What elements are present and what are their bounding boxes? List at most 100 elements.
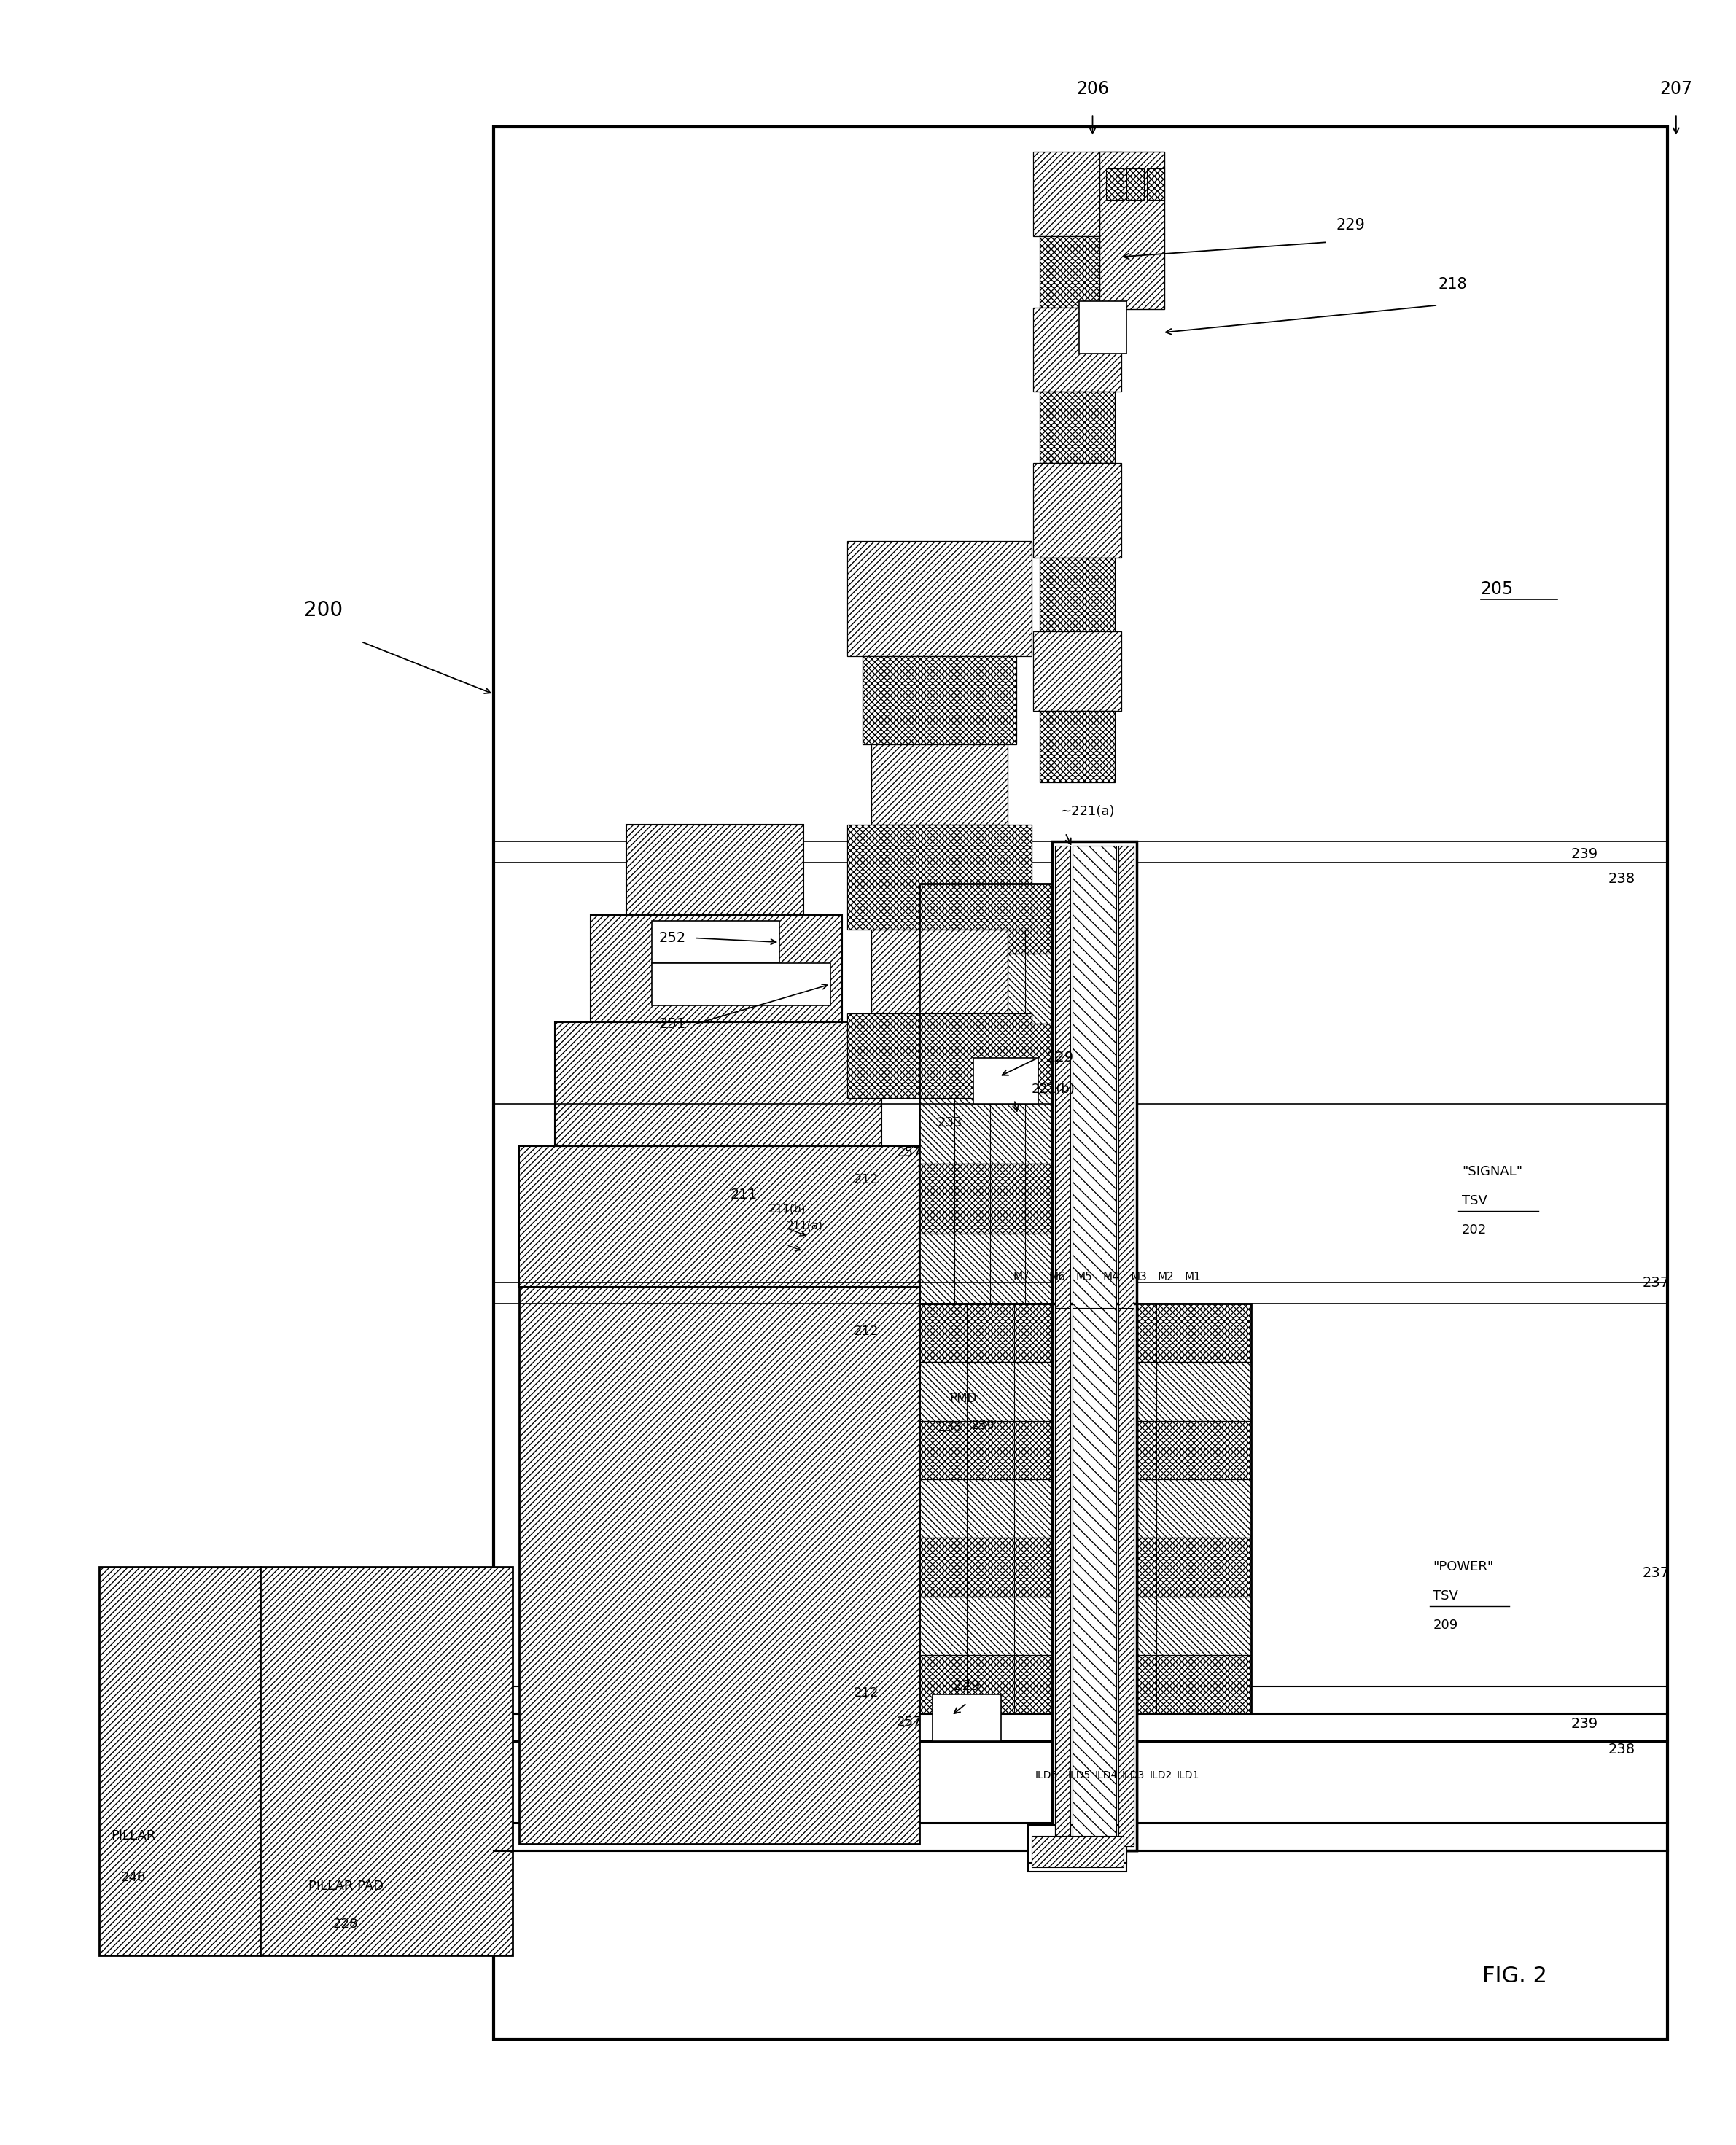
Text: 205: 205 [1481,581,1514,598]
Bar [974,1057,1038,1105]
Bar [871,744,1007,824]
Bar [493,127,1668,2040]
Bar [863,656,1016,744]
Bar [918,884,1132,1304]
Bar [653,920,779,963]
Bar [918,952,1132,1023]
Bar [1040,710,1115,783]
Text: ILD6: ILD6 [1035,1770,1057,1780]
Bar [1118,845,1134,1847]
Text: 212: 212 [854,1173,878,1186]
Text: M5: M5 [1076,1272,1092,1283]
Text: ILD4: ILD4 [1095,1770,1118,1780]
Bar [1127,169,1144,199]
Text: ~221(a): ~221(a) [1061,804,1115,819]
Bar [918,1163,1132,1233]
Bar [847,541,1031,656]
Text: TSV: TSV [1462,1195,1488,1208]
Text: 239: 239 [972,1420,995,1433]
Bar [918,1420,1252,1480]
Bar [1099,152,1165,309]
Bar [556,1021,882,1145]
Bar [1118,1308,1134,1847]
Text: 257: 257 [896,1716,922,1729]
Text: 211(a): 211(a) [786,1221,823,1231]
Text: 207: 207 [1660,79,1693,97]
Text: M6: M6 [1049,1272,1066,1283]
Text: ILD3: ILD3 [1121,1770,1144,1780]
Text: 209: 209 [1432,1619,1458,1632]
Text: PILLAR: PILLAR [111,1830,156,1843]
Bar [99,1566,260,1956]
Bar [918,1480,1252,1538]
Text: 211(b): 211(b) [769,1203,806,1214]
Text: 229: 229 [1047,1051,1073,1064]
Bar [1052,1304,1137,1851]
Bar [1055,845,1071,1847]
Text: 212: 212 [854,1323,878,1338]
Bar [1028,1825,1127,1862]
Text: M4: M4 [1102,1272,1120,1283]
Text: M3: M3 [1130,1272,1147,1283]
Text: 233: 233 [937,1422,962,1435]
Text: ILD2: ILD2 [1149,1770,1172,1780]
Bar [519,1287,918,1845]
Bar [918,884,1132,952]
Text: 239: 239 [1571,847,1597,860]
Text: 212: 212 [854,1686,878,1699]
Bar [918,1304,1252,1362]
Text: 206: 206 [1076,79,1109,97]
Text: 257: 257 [896,1145,922,1158]
Bar [1031,1836,1123,1866]
Text: 237: 237 [1642,1566,1668,1579]
Text: TSV: TSV [1432,1589,1458,1602]
Bar [1033,631,1121,710]
Bar [1040,236,1115,307]
Bar [847,824,1031,929]
Bar [627,824,804,914]
Text: "POWER": "POWER" [1432,1559,1493,1572]
Text: 202: 202 [1462,1223,1486,1238]
Bar [1028,1834,1127,1870]
Text: M1: M1 [1184,1272,1201,1283]
Bar [918,1538,1252,1596]
Bar [1033,463,1121,558]
Bar [590,914,842,1021]
Bar [1147,169,1165,199]
Text: 251: 251 [658,1017,686,1032]
Text: FIG. 2: FIG. 2 [1483,1965,1547,1986]
Text: 211: 211 [731,1188,757,1201]
Bar [871,929,1007,1015]
Bar [918,1094,1132,1163]
Bar [1040,390,1115,463]
Text: 229: 229 [1337,219,1364,232]
Text: 229: 229 [953,1680,981,1692]
Text: 239: 239 [1571,1718,1597,1731]
Text: 246: 246 [120,1870,146,1883]
Text: PILLAR PAD: PILLAR PAD [307,1879,384,1892]
Bar [918,1656,1252,1714]
Bar [918,1362,1252,1420]
Text: ILD5: ILD5 [1068,1770,1090,1780]
Text: 200: 200 [304,601,344,620]
Text: 252: 252 [658,931,686,946]
Bar [260,1566,512,1956]
Text: ILD1: ILD1 [1177,1770,1200,1780]
Bar [1080,300,1127,354]
Bar [918,1023,1132,1094]
Text: 233: 233 [937,1115,962,1130]
Text: 238: 238 [1608,1742,1635,1757]
Text: "SIGNAL": "SIGNAL" [1462,1165,1522,1178]
Bar [1033,307,1121,390]
Text: PMD: PMD [950,1392,977,1405]
Bar [1106,169,1123,199]
Bar [1073,845,1116,1847]
Text: 218: 218 [1437,277,1467,292]
Bar [1052,841,1137,1851]
Text: 238: 238 [1608,873,1635,886]
Text: 228: 228 [333,1918,358,1931]
Bar [1073,1308,1116,1847]
Bar [918,1304,1252,1714]
Bar [918,1596,1252,1656]
Bar [932,1695,1000,1742]
